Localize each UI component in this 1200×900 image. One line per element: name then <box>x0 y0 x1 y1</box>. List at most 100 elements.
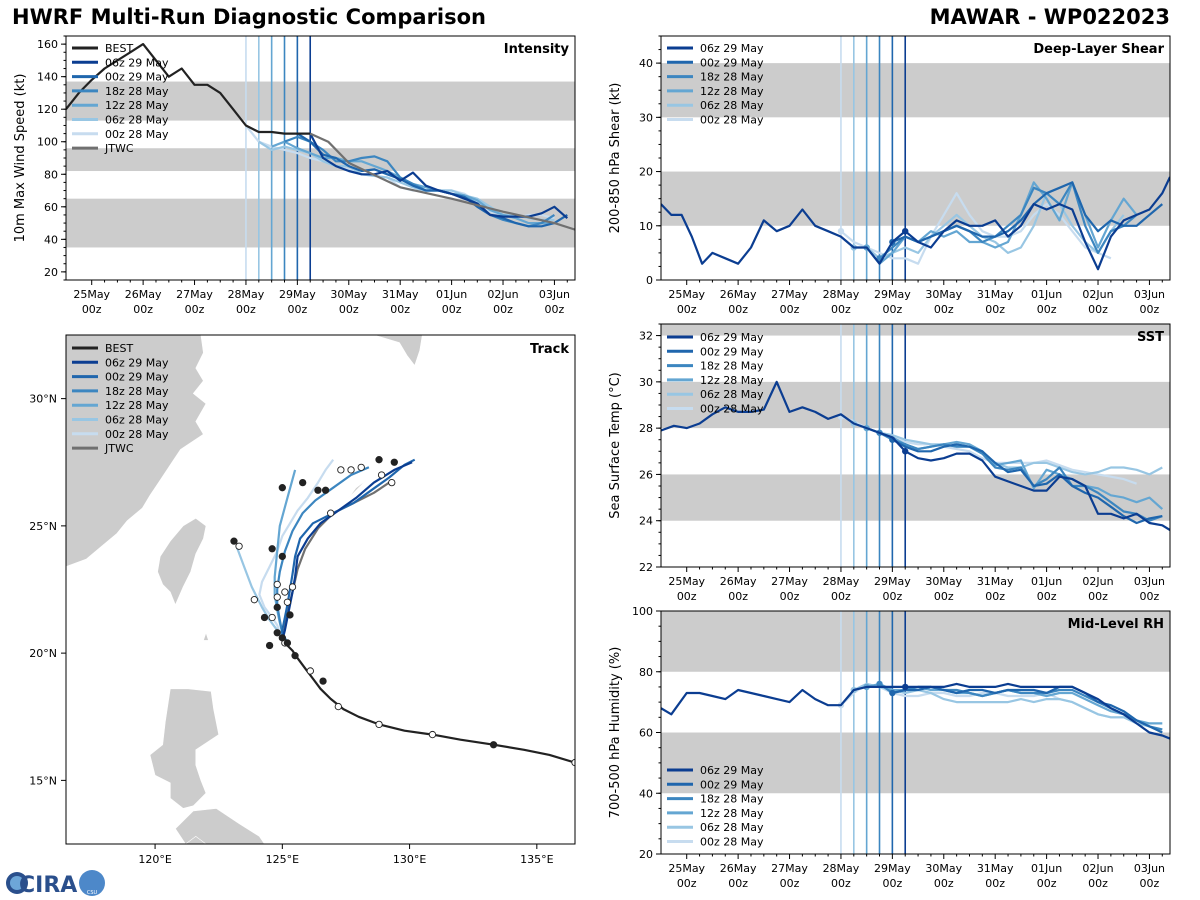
track-marker <box>278 484 286 492</box>
sst-xtick-label: 03Jun <box>1134 575 1165 588</box>
shear-xtick-label: 31May <box>977 288 1014 301</box>
track-xtick-label: 130°E <box>393 853 426 866</box>
intensity-legend-label: 06z 28 May <box>105 114 169 127</box>
panel-rh: 20 40 60 80 100 25May 00z 26May 00z 27May 00z 28May… <box>608 605 1171 890</box>
sst-ytick-label: 32 <box>639 330 653 343</box>
track-marker <box>390 458 398 466</box>
taiwan-land-icon <box>157 517 207 606</box>
shear-legend-label: 06z 29 May <box>700 42 764 55</box>
philippines-land-icon <box>175 808 265 844</box>
track-legend-label: 06z 29 May <box>105 356 169 369</box>
intensity-title: Intensity <box>504 42 570 57</box>
intensity-xtick-sub: 00z <box>82 303 102 316</box>
track-line <box>281 481 390 641</box>
track-marker <box>428 730 437 739</box>
rh-line <box>661 682 1170 740</box>
track-marker <box>278 552 286 561</box>
logo-sub: CSU <box>87 890 98 896</box>
panel-intensity: 20 40 60 80 100 120 140 160 25May 00z 26May 00z 27Ma… <box>13 35 576 316</box>
intensity-ytick-label: 160 <box>37 38 58 51</box>
intensity-ytick-label: 40 <box>44 233 58 246</box>
sst-xtick-label: 28May <box>823 575 860 588</box>
track-line <box>281 458 416 641</box>
shear-legend-label: 00z 28 May <box>700 114 764 127</box>
shear-init-marker <box>837 228 845 235</box>
track-marker <box>291 652 299 660</box>
track-marker <box>278 634 286 642</box>
sst-xtick-label: 31May <box>977 575 1014 588</box>
track-marker <box>306 667 314 675</box>
panel-shear: 0 10 20 30 40 25May 00z 26May 00z 27May 00z 28May 00… <box>608 35 1171 316</box>
shear-xtick-label: 29May <box>874 288 911 301</box>
rh-xtick-sub: 00z <box>831 877 851 890</box>
track-xtick-label: 125°E <box>266 853 299 866</box>
intensity-ytick-label: 60 <box>44 201 58 214</box>
intensity-xtick-label: 29May <box>279 288 316 301</box>
rh-ylabel: 700-500 hPa Humidity (%) <box>608 647 623 819</box>
rh-line <box>853 682 1150 728</box>
track-line <box>281 461 413 641</box>
rh-ytick-label: 100 <box>632 605 653 618</box>
rh-xtick-sub: 00z <box>677 877 697 890</box>
rh-band-0 <box>661 732 1170 794</box>
rh-xtick-sub: 00z <box>882 877 902 890</box>
sst-ytick-label: 30 <box>639 376 653 389</box>
shear-xtick-label: 02Jun <box>1082 288 1113 301</box>
track-marker <box>288 583 297 591</box>
sst-xtick-sub: 00z <box>882 590 902 603</box>
sst-xtick-sub: 00z <box>934 590 954 603</box>
sst-xtick-label: 30May <box>925 575 962 588</box>
intensity-line <box>309 132 575 231</box>
sst-title: SST <box>1137 330 1164 345</box>
shear-xtick-label: 28May <box>823 288 860 301</box>
track-marker <box>337 466 345 474</box>
sst-line <box>853 422 1163 476</box>
rh-legend-label: 12z 28 May <box>700 807 764 820</box>
intensity-xtick-label: 27May <box>176 288 213 301</box>
intensity-xtick-label: 28May <box>228 288 265 301</box>
track-marker <box>327 509 335 517</box>
track-xtick-label: 120°E <box>138 853 171 866</box>
rh-line <box>892 685 1163 734</box>
track-line <box>276 466 370 644</box>
intensity-ytick-label: 80 <box>44 168 58 181</box>
intensity-legend-label: 00z 29 May <box>105 71 169 84</box>
track-marker <box>375 720 383 729</box>
track-marker <box>230 537 238 545</box>
sst-xtick-label: 26May <box>720 575 757 588</box>
shear-band-0 <box>661 171 1170 226</box>
logo-text: CIRA <box>19 873 77 898</box>
sst-line <box>661 380 1170 531</box>
intensity-xtick-label: 01Jun <box>436 288 467 301</box>
track-ytick-label: 30°N <box>29 393 57 406</box>
rh-xtick-label: 01Jun <box>1031 862 1062 875</box>
shear-line <box>661 176 1170 271</box>
intensity-xtick-label: 30May <box>330 288 367 301</box>
track-marker <box>283 598 292 606</box>
mindoro-land-icon <box>185 836 207 844</box>
track-marker <box>388 478 396 487</box>
track-marker <box>273 580 281 589</box>
shear-xtick-label: 25May <box>668 288 705 301</box>
intensity-xtick-label: 25May <box>73 288 110 301</box>
sst-ylabel: Sea Surface Temp (°C) <box>608 372 623 519</box>
rh-xtick-sub: 00z <box>1140 877 1160 890</box>
rh-init-marker <box>902 683 909 691</box>
sst-xtick-label: 01Jun <box>1031 575 1062 588</box>
rh-xtick-label: 28May <box>823 862 860 875</box>
shear-xtick-sub: 00z <box>934 303 954 316</box>
rh-legend-label: 06z 28 May <box>700 821 764 834</box>
track-marker <box>286 611 294 619</box>
rh-xtick-label: 25May <box>668 862 705 875</box>
batanes-land-icon <box>202 631 209 641</box>
intensity-xtick-label: 31May <box>382 288 419 301</box>
track-frame <box>65 334 576 845</box>
shear-xtick-sub: 00z <box>1037 303 1057 316</box>
intensity-ylabel: 10m Max Wind Speed (kt) <box>13 74 28 243</box>
intensity-legend-label: 18z 28 May <box>105 85 169 98</box>
shear-legend-label: 12z 28 May <box>700 85 764 98</box>
track-marker <box>235 542 243 550</box>
sst-xtick-sub: 00z <box>780 590 800 603</box>
rh-xtick-label: 30May <box>925 862 962 875</box>
track-marker <box>357 463 365 471</box>
